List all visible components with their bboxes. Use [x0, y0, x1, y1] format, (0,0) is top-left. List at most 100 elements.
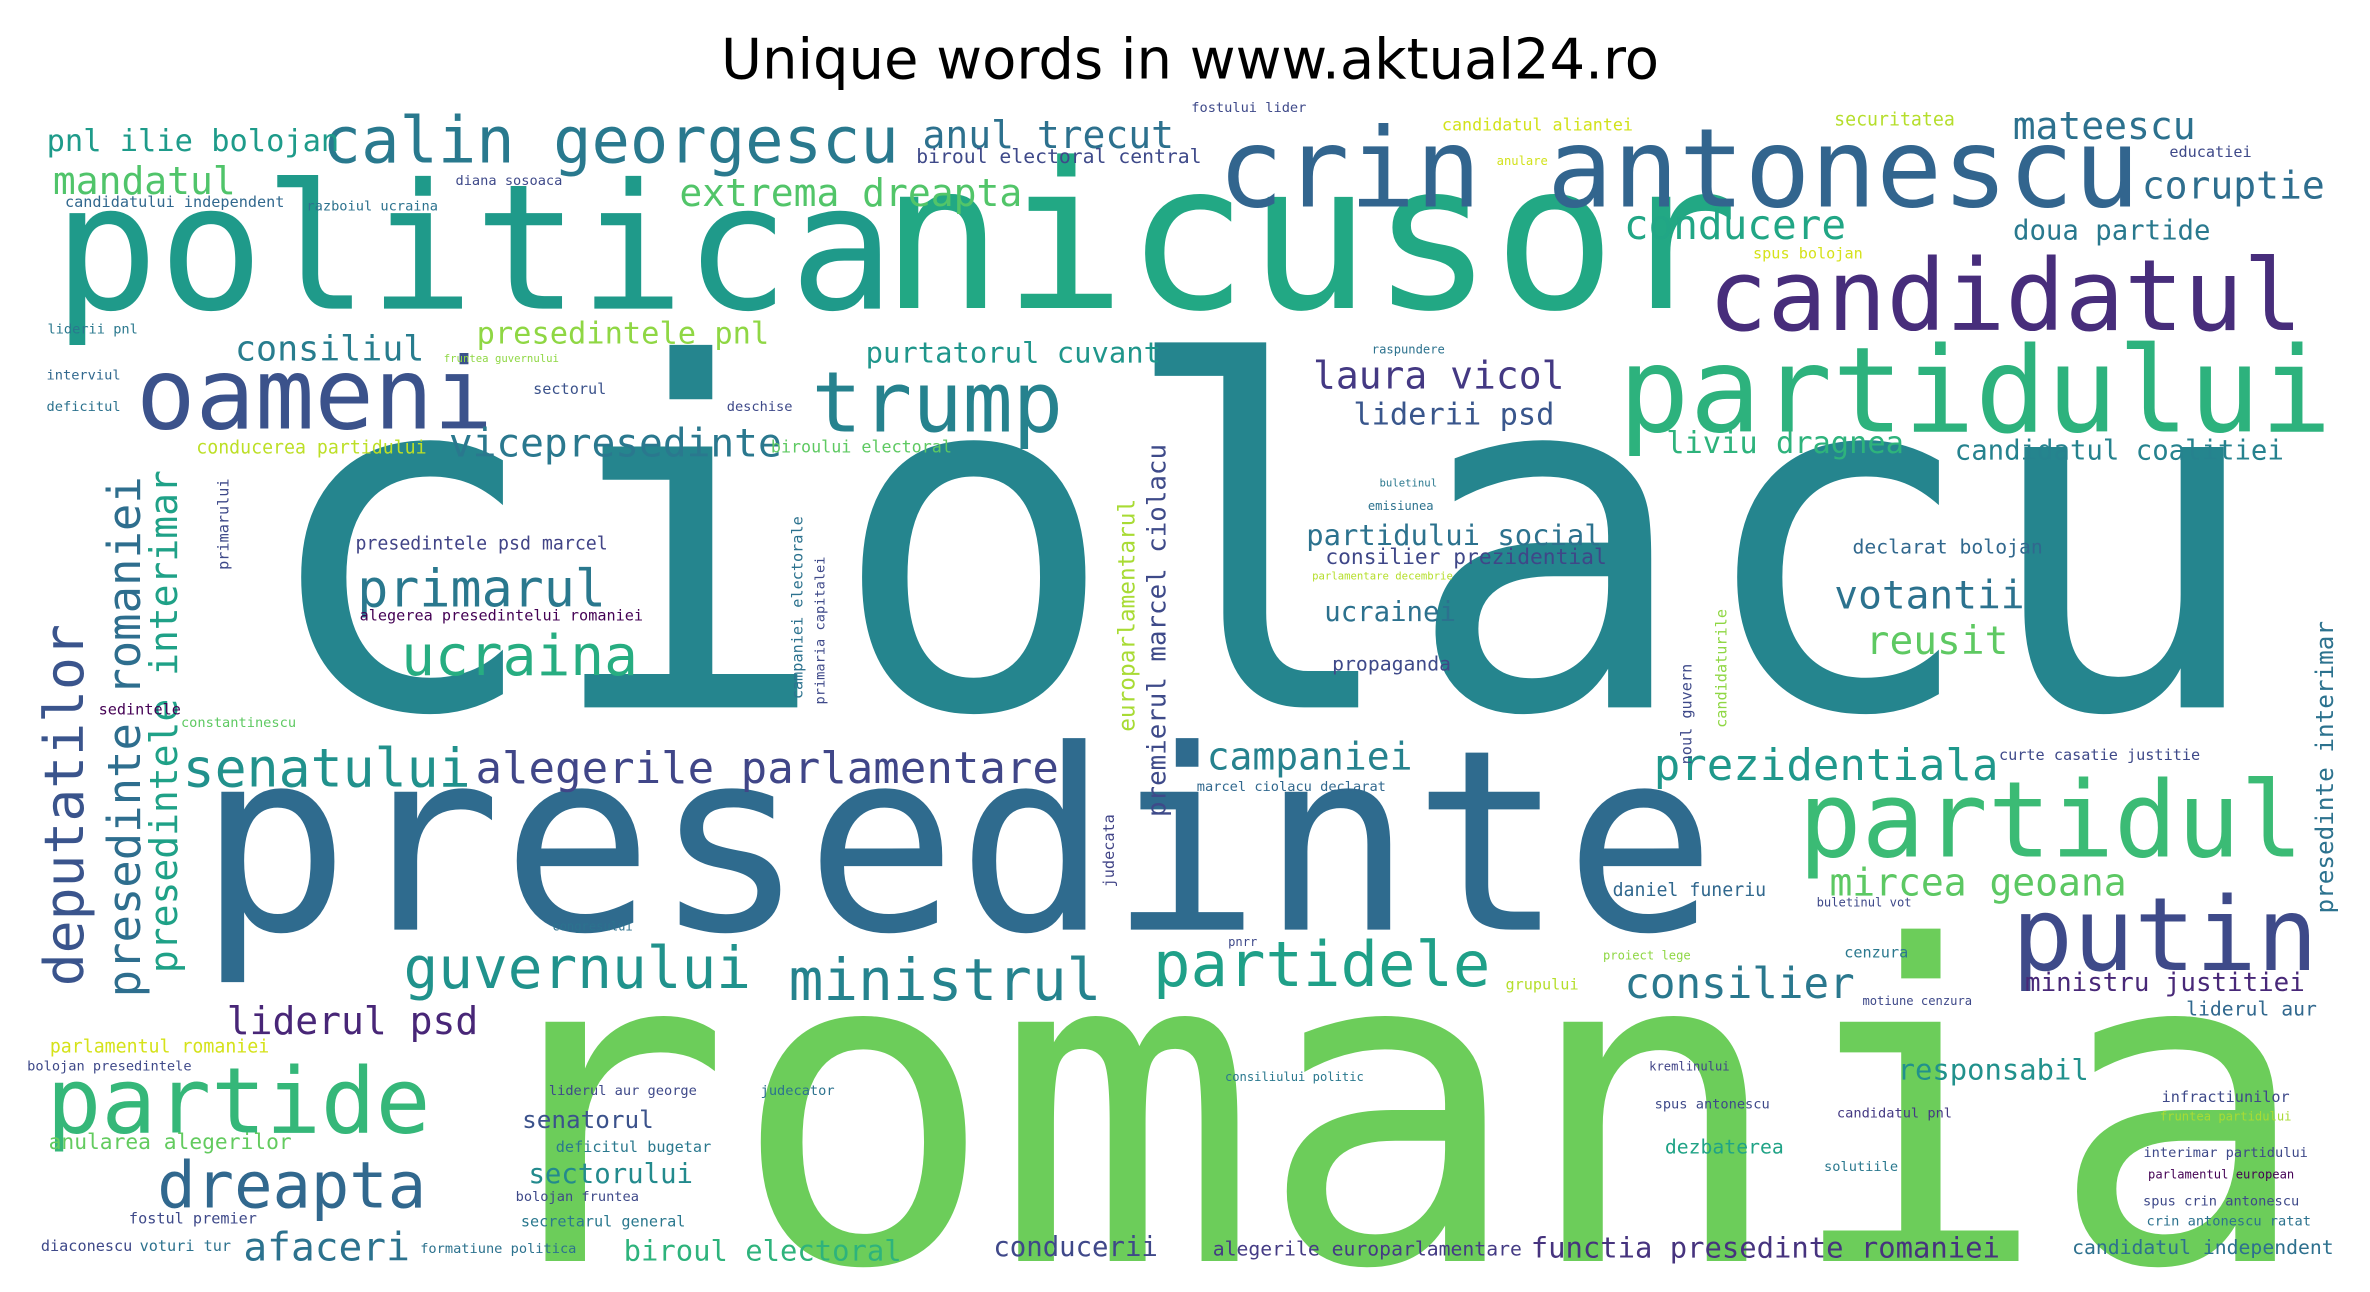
word: liderii psd: [1353, 397, 1554, 432]
word: educatiei: [2169, 143, 2251, 161]
word: pnl ilie bolojan: [47, 124, 340, 159]
word: mircea geoana: [1829, 861, 2126, 905]
word: primaria capitalei: [812, 556, 828, 704]
word: coruptie: [2142, 163, 2325, 207]
word: conducere: [1624, 201, 1846, 249]
word: purtatorul cuvant: [866, 335, 1161, 369]
word: bolojan presedintele: [27, 1059, 191, 1075]
word: infractiunilor: [2162, 1088, 2290, 1106]
word: consiliul: [235, 329, 424, 369]
word: biroului electoral: [771, 437, 952, 457]
word: reusit: [1866, 618, 2009, 664]
word: curte casatie justitie: [1999, 746, 2200, 764]
word: dreapta: [157, 1150, 426, 1224]
word: fostul premier: [129, 1209, 257, 1227]
word: extrema dreapta: [679, 171, 1022, 215]
word: anul trecut: [923, 113, 1174, 157]
word: crin antonescu ratat: [2146, 1213, 2310, 1229]
word: noul guvern: [1677, 664, 1695, 765]
word: spus crin antonescu: [2143, 1194, 2299, 1210]
word: consilier prezidential: [1325, 545, 1606, 570]
word: alegerile parlamentare: [476, 743, 1059, 794]
word: consilier: [1624, 960, 1854, 1009]
word: partidele: [1153, 928, 1490, 1001]
word: presedinte: [198, 697, 1716, 990]
word: bolojan fruntea: [516, 1189, 639, 1205]
word: liderul psd: [227, 999, 478, 1043]
word: oameni: [136, 338, 493, 453]
word: candidatul coalitiei: [1955, 436, 2284, 467]
word: buletinul vot: [1817, 895, 1912, 909]
word: anularea alegerilor: [49, 1130, 292, 1155]
word: candidatul aliantei: [1442, 115, 1633, 135]
word: interviul: [47, 367, 121, 383]
word: kremlinului: [1649, 1060, 1729, 1074]
word: putin: [2012, 877, 2318, 995]
word: primarul: [357, 559, 606, 619]
word: partidul: [1799, 759, 2304, 881]
word: presedinte romaniei: [98, 476, 151, 997]
word: presedintele interimar: [142, 470, 186, 973]
word: politica: [53, 148, 894, 351]
word: fostului lider: [1191, 100, 1306, 116]
word: presedintele psd marcel: [355, 533, 607, 554]
word: anulare: [1497, 154, 1548, 168]
word: candidatului independent: [65, 193, 284, 211]
word: propaganda: [1332, 652, 1451, 675]
word: constantinescu: [181, 715, 296, 731]
word: deficitul bugetar: [556, 1138, 711, 1156]
word: sectorul: [533, 380, 606, 398]
word: ciolacu: [256, 264, 2266, 820]
word: mateescu: [2013, 104, 2196, 148]
word: laura vicol: [1313, 353, 1564, 397]
word: partidului social: [1306, 518, 1601, 552]
word: judecata: [1100, 814, 1118, 887]
word: premierul marcel ciolacu: [1143, 444, 1173, 817]
word: razboiul ucraina: [306, 199, 438, 215]
word: alegerea presedintelui romaniei: [360, 606, 643, 624]
word: liderul aur: [2186, 997, 2317, 1020]
word: candidaturile: [1712, 609, 1730, 728]
word: congresului: [552, 920, 632, 934]
word: liderul aur george: [549, 1083, 697, 1099]
word: consiliului politic: [1225, 1070, 1364, 1084]
word: parlamentul romaniei: [50, 1036, 269, 1057]
word: deschise: [727, 399, 793, 415]
word: ministru justitiei: [2025, 968, 2305, 998]
word: pnrr: [1228, 935, 1257, 949]
word: dezbaterea: [1665, 1136, 1784, 1159]
word: fruntea guvernului: [444, 352, 559, 365]
word: functia presedinte romaniei: [1531, 1230, 2000, 1264]
word: deputatilor: [32, 624, 96, 986]
word: campaniei electorale: [789, 516, 807, 699]
word: campaniei: [1207, 735, 1413, 779]
word: deficitul: [47, 399, 121, 415]
word: ministrul: [789, 946, 1102, 1014]
word: biroul electoral: [624, 1233, 902, 1267]
word: candidatul pnl: [1837, 1106, 1952, 1122]
word: mandatul: [53, 159, 236, 203]
word: sectorului: [528, 1159, 693, 1190]
word: interimar partidului: [2143, 1145, 2307, 1161]
word: liviu dragnea: [1666, 426, 1904, 461]
word: buletinul: [1380, 477, 1438, 490]
word: crin antonescu: [1218, 105, 2140, 233]
word: partidului: [1618, 321, 2331, 459]
word: securitatea: [1834, 110, 1955, 131]
word: presedintele pnl: [477, 317, 770, 352]
word: spus antonescu: [1655, 1096, 1770, 1112]
word: alegerile europarlamentare: [1213, 1237, 1522, 1260]
word: ucraina: [401, 624, 638, 689]
word: declarat bolojan: [1853, 535, 2043, 558]
word: solutiile: [1824, 1159, 1898, 1175]
word: sedintele: [99, 700, 181, 718]
word: diana sosoaca: [455, 173, 562, 189]
word: guvernului: [404, 934, 752, 1002]
word: fruntea partidului: [2160, 1110, 2292, 1124]
word: primarului: [214, 478, 232, 569]
word: parlamentul european: [2148, 1167, 2294, 1181]
word: cenzura: [1844, 944, 1908, 962]
word: secretarul general: [521, 1212, 686, 1230]
